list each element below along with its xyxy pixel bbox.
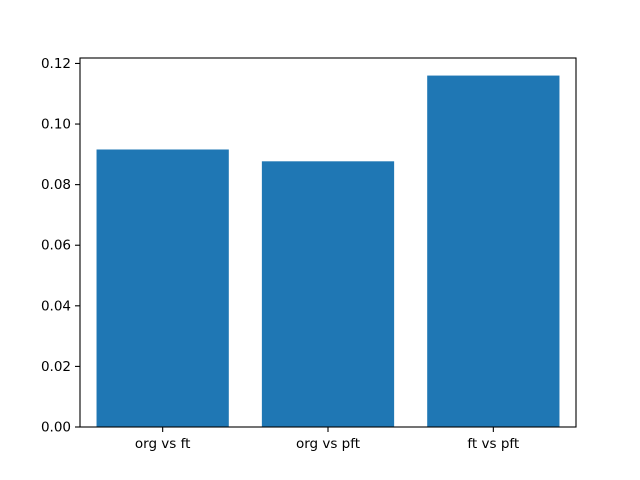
y-tick-label: 0.00 (41, 420, 71, 436)
y-tick-label: 0.12 (41, 56, 71, 72)
x-tick-label: org vs pft (296, 436, 360, 452)
bar (96, 149, 229, 427)
bar (427, 75, 560, 428)
y-tick-label: 0.10 (41, 117, 71, 133)
x-tick-label: org vs ft (135, 436, 191, 452)
y-tick-label: 0.08 (41, 177, 71, 193)
x-tick-label: ft vs pft (467, 436, 519, 452)
y-tick-label: 0.04 (41, 298, 71, 314)
bar (261, 161, 395, 428)
y-tick-label: 0.06 (41, 238, 71, 254)
y-tick-label: 0.02 (41, 359, 71, 375)
